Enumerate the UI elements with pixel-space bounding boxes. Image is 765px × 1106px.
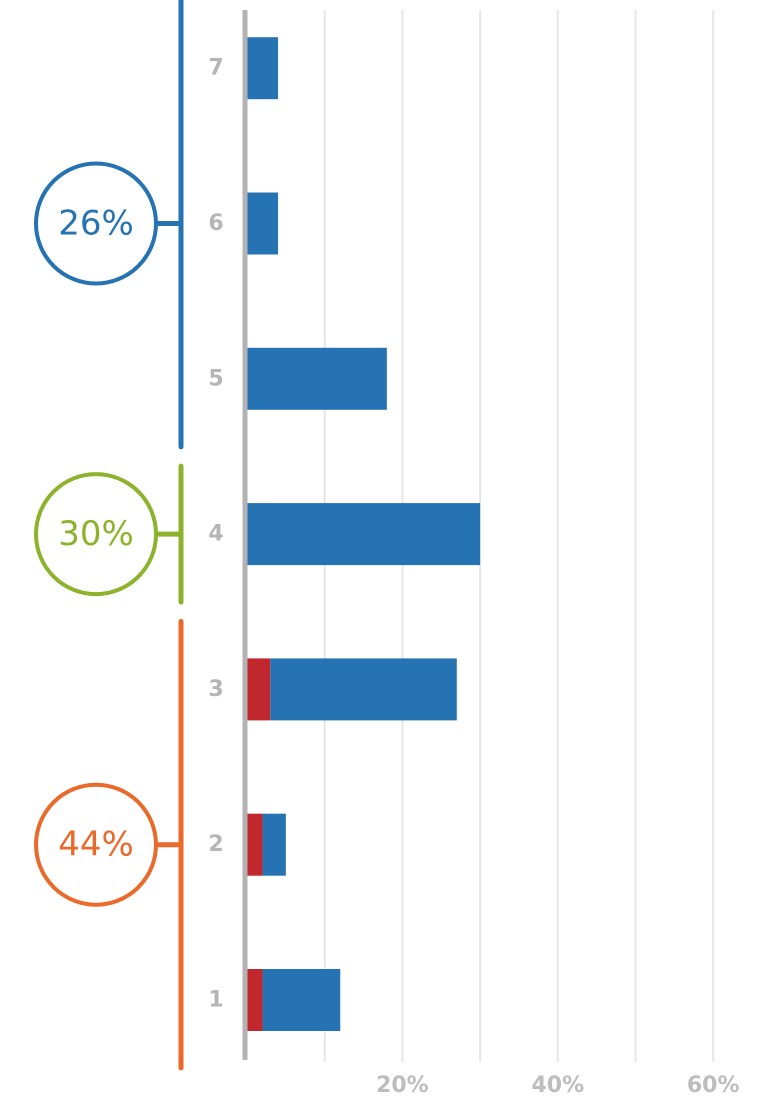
category-label: 5 [208, 366, 223, 391]
bar-segment [247, 813, 263, 876]
category-label: 4 [208, 522, 223, 547]
x-tick-label: 20% [376, 1073, 429, 1098]
category-labels: 1 2 3 4 5 6 7 [208, 56, 223, 1013]
category-label: 2 [208, 832, 223, 857]
category-label: 1 [208, 988, 223, 1013]
bar-segment [247, 192, 279, 255]
bars [247, 37, 481, 1031]
group-circle [34, 161, 158, 286]
group-circle [34, 782, 158, 907]
bar-segment [262, 813, 286, 876]
group-circle [34, 472, 158, 597]
category-label: 3 [208, 677, 223, 702]
group-brackets: 26% 30% 44% [34, 0, 184, 1071]
group-label: 44% [58, 825, 134, 865]
bar-segment [247, 658, 271, 721]
bar-segment [270, 658, 457, 721]
bar-segment [247, 37, 279, 100]
x-tick-label: 60% [687, 1073, 740, 1098]
bar-segment [247, 503, 481, 566]
group-label: 30% [58, 514, 134, 554]
bar-segment [262, 969, 341, 1031]
bar-segment [247, 969, 263, 1031]
x-tick-label: 40% [531, 1073, 584, 1098]
bar-segment [247, 347, 387, 410]
category-label: 6 [208, 211, 223, 236]
group-label: 26% [58, 204, 134, 244]
category-label: 7 [208, 56, 223, 81]
x-tick-labels: 20% 40% 60% [376, 1073, 739, 1098]
